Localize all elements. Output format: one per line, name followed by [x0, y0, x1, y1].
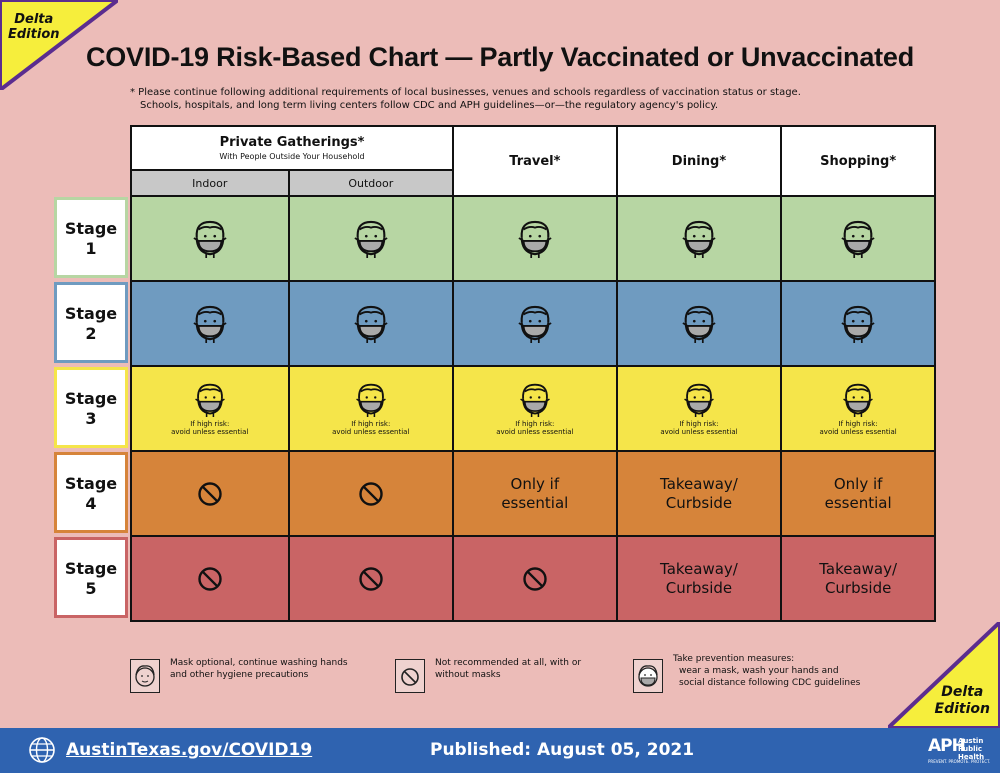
legend-optional-line2: and other hygiene precautions: [170, 670, 309, 680]
cell-mask-high-risk: If high risk: avoid unless essential: [452, 365, 618, 452]
masked-face-icon: [782, 303, 934, 345]
prohibited-icon: [454, 566, 616, 592]
row-stage-1: [130, 195, 936, 282]
header-private-sub: With People Outside Your Household: [219, 152, 365, 161]
legend-prevent-line1: wear a mask, wash your hands and: [679, 666, 839, 676]
unmasked-face-icon: [130, 659, 160, 693]
cell-not-recommended: [130, 450, 290, 537]
cell-mask-high-risk: If high risk: avoid unless essential: [615, 365, 783, 452]
risk-table: Private Gatherings* With People Outside …: [129, 125, 936, 622]
stage-label-1: Stage 1: [52, 195, 130, 280]
row-stage-3: If high risk: avoid unless essential If h…: [130, 365, 936, 452]
masked-face-icon: [782, 218, 934, 260]
header-private-gatherings: Private Gatherings* With People Outside …: [129, 125, 455, 171]
cell-mask: [615, 195, 783, 282]
masked-face-icon: [633, 659, 663, 693]
footnote: * Please continue following additional r…: [130, 86, 801, 112]
cell-not-recommended: [130, 535, 290, 622]
badge-line2: Edition: [8, 27, 60, 42]
cell-mask: [287, 195, 455, 282]
masked-face-icon: [618, 303, 781, 345]
stage-label-4: Stage 4: [52, 450, 130, 535]
legend-notrec-line1: Not recommended at all, with or: [435, 658, 582, 668]
prohibited-icon: [290, 481, 453, 507]
cell-takeaway: Takeaway/Curbside: [780, 535, 936, 622]
masked-face-icon: [132, 381, 288, 419]
cell-mask: [615, 280, 783, 367]
header-indoor: Indoor: [130, 169, 290, 197]
masked-face-icon: [454, 218, 616, 260]
delta-edition-badge-bottom: Delta Edition: [888, 622, 1000, 728]
globe-icon: [28, 736, 56, 768]
stage-label-2: Stage 2: [52, 280, 130, 365]
footnote-line1: * Please continue following additional r…: [130, 87, 801, 98]
stage-labels: Stage 1 Stage 2 Stage 3 Stage 4 Stage 5: [52, 195, 130, 620]
row-stage-5: Takeaway/Curbside Takeaway/Curbside: [130, 535, 936, 622]
cell-mask-high-risk: If high risk: avoid unless essential: [780, 365, 936, 452]
legend-notrec-line2: without masks: [435, 670, 501, 680]
footer-bar: AustinTexas.gov/COVID19 Published: Augus…: [0, 728, 1000, 773]
cell-mask: [130, 195, 290, 282]
header-dining: Dining*: [615, 125, 783, 197]
cell-takeaway: Takeaway/Curbside: [615, 535, 783, 622]
footnote-line2: Schools, hospitals, and long term living…: [140, 100, 719, 111]
masked-face-icon: [290, 381, 453, 419]
aph-logo: APH Austin Public Health PREVENT. PROMOT…: [928, 736, 991, 764]
masked-face-icon: [454, 381, 616, 419]
masked-face-icon: [132, 218, 288, 260]
page-title: COVID-19 Risk-Based Chart — Partly Vacci…: [85, 42, 915, 72]
prohibited-icon: [395, 659, 425, 693]
badge-line1: Delta: [14, 12, 54, 27]
badge-line1: Delta: [941, 684, 984, 700]
masked-face-icon: [782, 381, 934, 419]
cell-mask: [452, 280, 618, 367]
stage-label-3: Stage 3: [52, 365, 130, 450]
cell-takeaway: Takeaway/Curbside: [615, 450, 783, 537]
cell-mask: [130, 280, 290, 367]
cell-mask: [780, 195, 936, 282]
masked-face-icon: [132, 303, 288, 345]
badge-line2: Edition: [934, 701, 990, 717]
header-travel: Travel*: [452, 125, 618, 197]
published-date: Published: August 05, 2021: [430, 740, 695, 760]
cell-mask: [287, 280, 455, 367]
prohibited-icon: [132, 566, 288, 592]
cell-mask: [452, 195, 618, 282]
cell-mask-high-risk: If high risk: avoid unless essential: [287, 365, 455, 452]
legend-prevention: Take prevention measures: wear a mask, w…: [633, 654, 893, 697]
prohibited-icon: [290, 566, 453, 592]
stage-label-5: Stage 5: [52, 535, 130, 620]
cell-only-if-essential: Only if essential: [452, 450, 618, 537]
masked-face-icon: [290, 218, 453, 260]
masked-face-icon: [454, 303, 616, 345]
masked-face-icon: [290, 303, 453, 345]
header-outdoor: Outdoor: [287, 169, 455, 197]
cell-only-if-essential: Only if essential: [780, 450, 936, 537]
cell-not-recommended: [287, 450, 455, 537]
covid19-link[interactable]: AustinTexas.gov/COVID19: [66, 740, 313, 760]
delta-edition-badge-top: Delta Edition: [0, 0, 118, 90]
masked-face-icon: [618, 218, 781, 260]
prohibited-icon: [132, 481, 288, 507]
header-shopping: Shopping*: [780, 125, 936, 197]
row-stage-4: Only if essential Takeaway/Curbside Only …: [130, 450, 936, 537]
cell-mask: [780, 280, 936, 367]
legend-prevent-title: Take prevention measures:: [673, 654, 795, 664]
legend-mask-optional: Mask optional, continue washing hands an…: [130, 657, 380, 697]
cell-not-recommended: [452, 535, 618, 622]
legend-optional-line1: Mask optional, continue washing hands: [170, 658, 348, 668]
cell-not-recommended: [287, 535, 455, 622]
cell-mask-high-risk: If high risk: avoid unless essential: [130, 365, 290, 452]
legend-prevent-line2: social distance following CDC guidelines: [679, 678, 861, 688]
masked-face-icon: [618, 381, 781, 419]
row-stage-2: [130, 280, 936, 367]
legend-not-recommended: Not recommended at all, with or without …: [395, 657, 625, 697]
